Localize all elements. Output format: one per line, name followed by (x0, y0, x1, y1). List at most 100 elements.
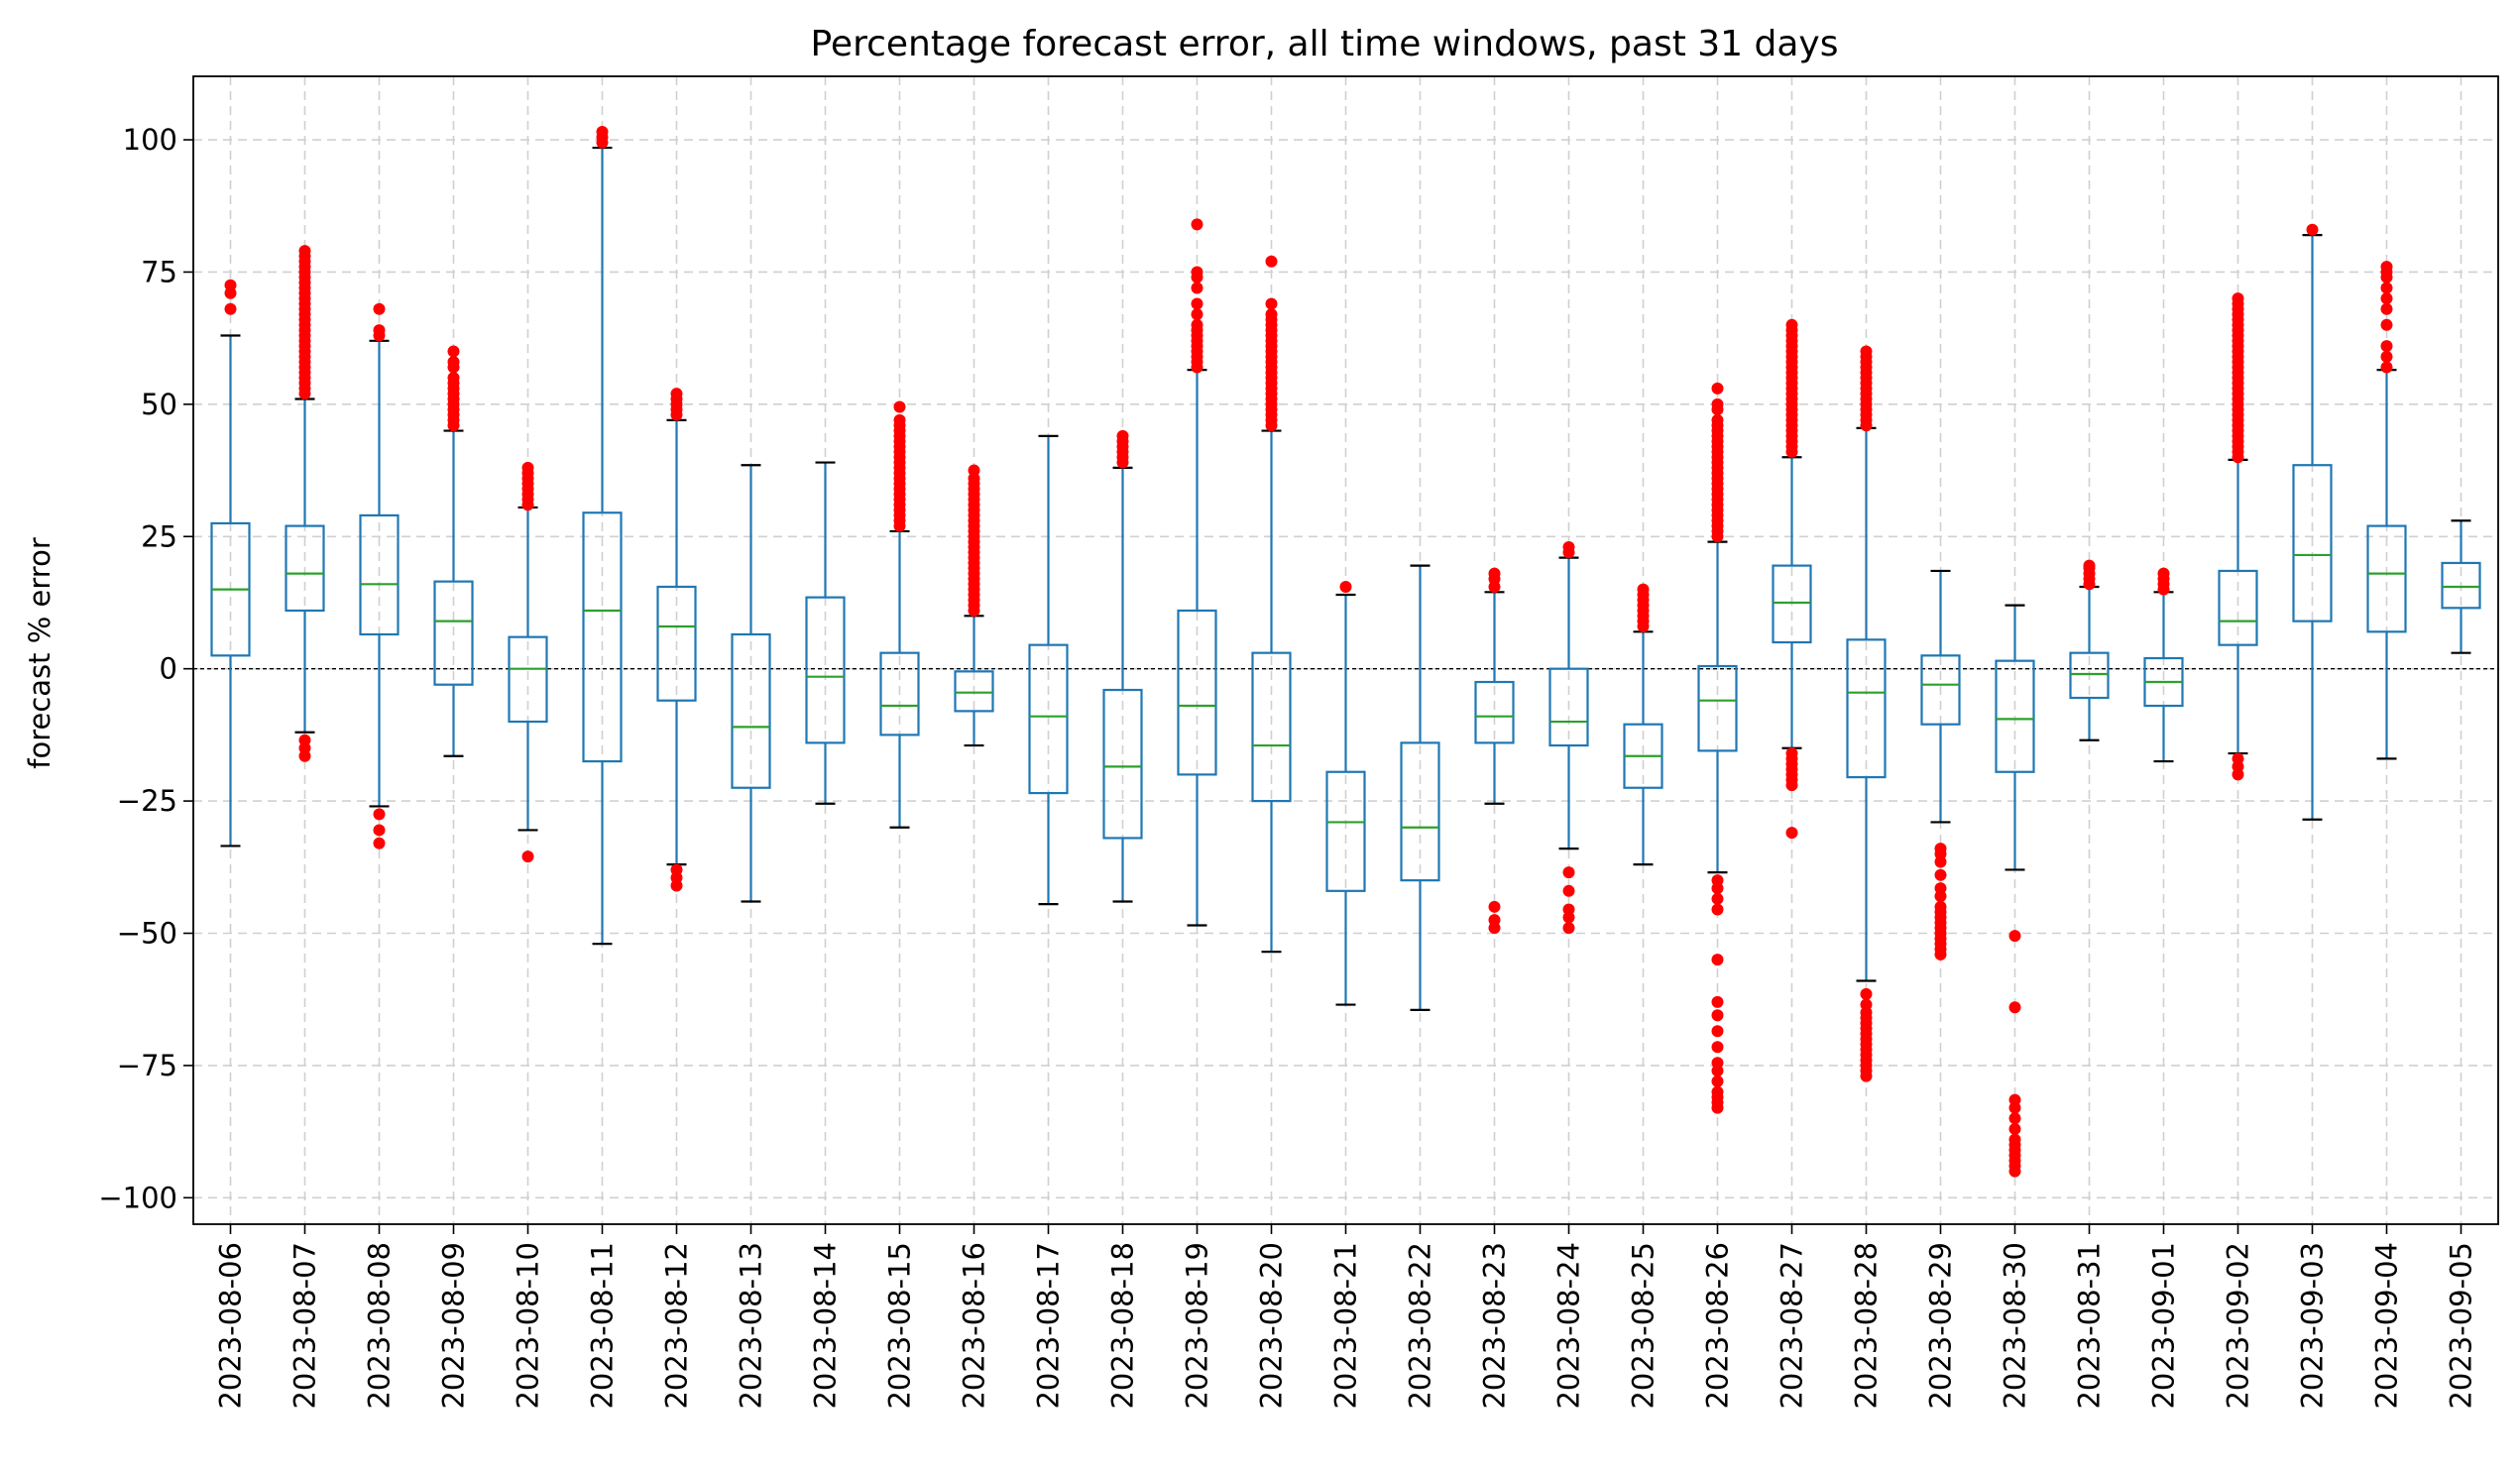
x-tick-label: 2023-08-18 (1106, 1242, 1140, 1410)
iqr-box (1995, 659, 2035, 773)
outlier-point (2008, 1093, 2021, 1106)
x-tick-label: 2023-08-11 (586, 1242, 620, 1410)
chart-title: Percentage forecast error, all time wind… (811, 24, 1839, 64)
x-tick-label: 2023-08-26 (1701, 1242, 1735, 1410)
iqr-box (1400, 741, 1440, 882)
outlier-point (1711, 995, 1724, 1008)
box-2023-08-17 (1028, 434, 1069, 906)
box-2023-08-30 (1995, 604, 2035, 1178)
y-tick-label: 25 (141, 519, 177, 553)
outlier-point (1711, 1057, 1724, 1070)
outlier-point (224, 302, 237, 315)
box-2023-09-02 (2218, 292, 2258, 781)
x-tick-label: 2023-08-13 (735, 1242, 768, 1410)
iqr-box (1772, 564, 1812, 644)
y-tick-label: −75 (117, 1049, 177, 1082)
box-2023-08-31 (2069, 559, 2110, 741)
outlier-point (298, 245, 311, 258)
box-2023-08-21 (1325, 580, 1366, 1006)
x-tick-label: 2023-08-20 (1255, 1242, 1289, 1410)
iqr-box (2441, 561, 2481, 610)
box-2023-08-15 (879, 400, 920, 829)
iqr-box (1846, 638, 1887, 779)
x-tick-label: 2023-08-12 (660, 1242, 694, 1410)
outlier-point (2157, 567, 2170, 580)
x-tick-label: 2023-08-30 (1999, 1242, 2032, 1410)
iqr-box (1697, 664, 1738, 752)
outlier-point (1191, 282, 1203, 294)
outlier-point (521, 850, 534, 863)
iqr-box (2292, 464, 2333, 623)
outlier-point (1562, 540, 1575, 553)
outlier-point (2380, 282, 2393, 294)
outlier-point (2008, 930, 2021, 943)
outlier-point (2306, 223, 2319, 236)
outlier-point (1860, 987, 1873, 1000)
outlier-point (1265, 297, 1278, 310)
outlier-point (298, 734, 311, 746)
outlier-point (1562, 884, 1575, 897)
outlier-point (373, 837, 386, 849)
outlier-point (1191, 308, 1203, 321)
outlier-point (1562, 922, 1575, 935)
x-tick-label: 2023-08-10 (512, 1242, 545, 1410)
x-tick-label: 2023-08-16 (958, 1242, 991, 1410)
iqr-box (1325, 770, 1366, 892)
x-tick-label: 2023-09-03 (2296, 1242, 2330, 1410)
x-tick-label: 2023-08-08 (363, 1242, 397, 1410)
box-2023-09-04 (2366, 261, 2407, 760)
outlier-point (1711, 874, 1724, 887)
box-2023-08-29 (1920, 569, 1961, 961)
outlier-point (1934, 868, 1947, 881)
box-2023-08-19 (1177, 218, 1217, 927)
outlier-point (1785, 747, 1798, 760)
outlier-point (670, 388, 683, 400)
outlier-point (1711, 413, 1724, 426)
x-tick-label: 2023-08-21 (1329, 1242, 1363, 1410)
box-2023-08-23 (1474, 567, 1515, 935)
outlier-point (2008, 1112, 2021, 1125)
outlier-point (2380, 302, 2393, 315)
box-2023-08-07 (285, 245, 325, 762)
outlier-point (373, 302, 386, 315)
y-tick-label: −50 (117, 916, 177, 950)
outlier-point (1265, 255, 1278, 268)
x-tick-label: 2023-09-02 (2222, 1242, 2255, 1410)
x-tick-label: 2023-08-23 (1478, 1242, 1512, 1410)
outlier-point (373, 824, 386, 837)
x-tick-label: 2023-08-19 (1181, 1242, 1214, 1410)
y-tick-label: 0 (160, 652, 177, 686)
outlier-point (2380, 350, 2393, 363)
x-tick-label: 2023-08-28 (1850, 1242, 1884, 1410)
outlier-point (447, 372, 460, 385)
plot-frame (192, 75, 2499, 1225)
y-tick-label: 100 (123, 123, 177, 157)
outlier-point (447, 356, 460, 369)
x-tick-label: 2023-08-25 (1627, 1242, 1661, 1410)
outlier-point (2232, 292, 2244, 305)
box-2023-08-16 (954, 464, 994, 747)
box-2023-08-25 (1623, 583, 1663, 866)
outlier-point (1711, 1025, 1724, 1038)
y-axis-label: forecast % error (23, 537, 57, 769)
outlier-point (2008, 1001, 2021, 1014)
outlier-point (1562, 866, 1575, 879)
iqr-box (1251, 651, 1292, 803)
outlier-point (1339, 580, 1352, 593)
box-2023-08-20 (1251, 255, 1292, 954)
iqr-box (879, 651, 920, 736)
iqr-box (582, 511, 623, 763)
iqr-box (1548, 667, 1589, 747)
outlier-point (1711, 903, 1724, 916)
outlier-point (224, 279, 237, 291)
iqr-box (731, 632, 771, 789)
iqr-box (359, 513, 400, 636)
boxes-layer (210, 126, 2481, 1178)
iqr-box (1102, 688, 1143, 840)
x-tick-label: 2023-08-06 (214, 1242, 248, 1410)
x-tick-label: 2023-08-22 (1404, 1242, 1437, 1410)
outlier-point (1711, 1085, 1724, 1098)
box-2023-09-01 (2143, 567, 2184, 763)
outlier-point (670, 863, 683, 876)
